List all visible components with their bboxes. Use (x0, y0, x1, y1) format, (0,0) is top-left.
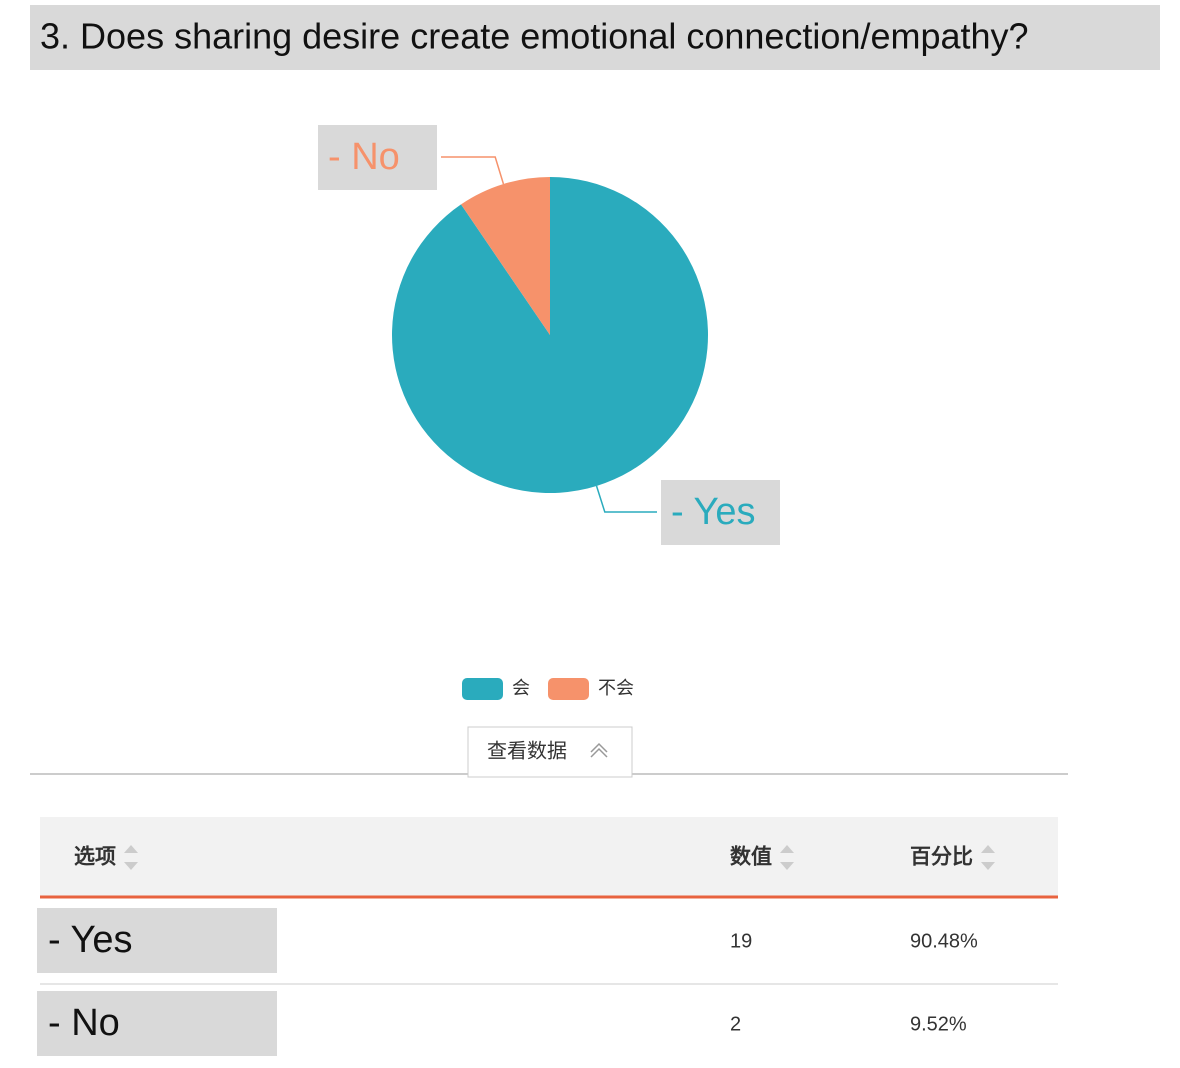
option-box (37, 908, 277, 973)
count-cell: 19 (730, 930, 752, 952)
chevron-icon (590, 742, 608, 758)
option-label: - Yes (48, 919, 133, 961)
percent-cell: 90.48% (910, 930, 978, 952)
legend-label: 不会 (598, 678, 634, 698)
leader-line (595, 485, 657, 513)
percent-cell: 9.52% (910, 1013, 967, 1035)
column-header: 百分比 (910, 846, 973, 869)
sort-icon (124, 845, 138, 870)
sort-icon (780, 845, 794, 870)
legend-label: 会 (512, 678, 530, 698)
slice-label: - No (328, 136, 400, 178)
sort-icon (981, 845, 995, 870)
leader-line (441, 156, 505, 185)
legend-swatch (462, 678, 503, 700)
pie-slice (461, 177, 550, 335)
table-header (40, 817, 1058, 897)
column-header: 选项 (74, 846, 116, 869)
slice-label: - Yes (671, 491, 756, 533)
legend-swatch (548, 678, 589, 700)
column-header: 数值 (730, 845, 772, 869)
option-label: - No (48, 1002, 120, 1044)
label-box (318, 125, 437, 190)
title-bar (30, 5, 1160, 70)
toggle-tab[interactable] (467, 726, 633, 778)
count-cell: 2 (730, 1013, 741, 1035)
label-box (661, 480, 780, 545)
toggle-label[interactable]: 查看数据 (487, 739, 567, 762)
chart-title: 3. Does sharing desire create emotional … (40, 16, 1029, 57)
option-box (37, 991, 277, 1056)
